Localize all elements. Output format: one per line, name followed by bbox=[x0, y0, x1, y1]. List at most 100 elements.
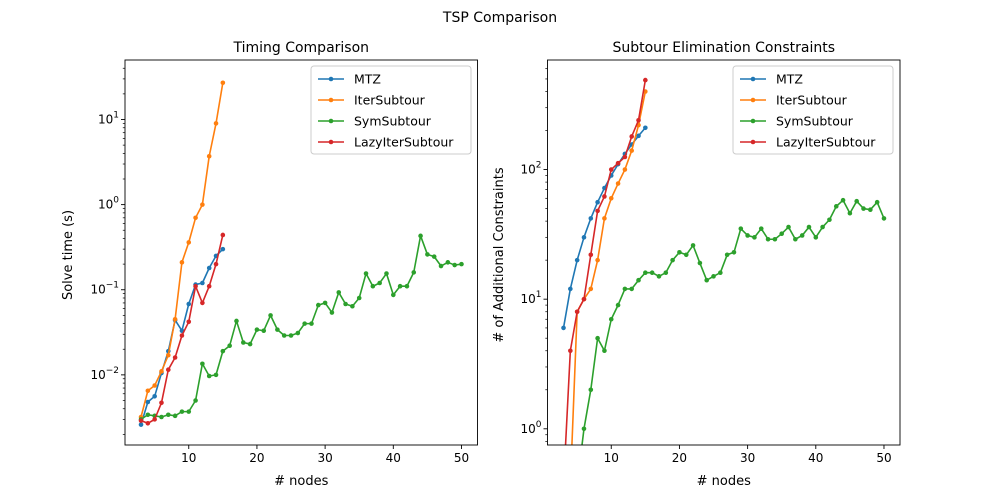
constraints-chart-title: Subtour Elimination Constraints bbox=[612, 40, 835, 56]
constraints-x-tick-label: 30 bbox=[740, 451, 755, 465]
timing-legend-label-symsubtour: SymSubtour bbox=[354, 114, 432, 129]
timing-point-itersubtour bbox=[206, 153, 212, 159]
timing-point-symsubtour bbox=[363, 271, 369, 276]
timing-y-tick-label: 100 bbox=[98, 196, 119, 212]
constraints-point-mtz bbox=[561, 325, 566, 331]
constraints-point-symsubtour bbox=[581, 426, 587, 432]
timing-point-symsubtour bbox=[397, 283, 403, 289]
timing-point-mtz bbox=[186, 301, 192, 307]
timing-point-symsubtour bbox=[452, 262, 457, 268]
timing-legend-label-itersubtour: IterSubtour bbox=[354, 93, 426, 108]
constraints-legend-label-itersubtour: IterSubtour bbox=[776, 93, 848, 108]
timing-series-symsubtour bbox=[138, 233, 464, 422]
constraints-point-mtz bbox=[574, 257, 580, 263]
timing-point-lazyitersubtour bbox=[206, 283, 212, 289]
constraints-point-symsubtour bbox=[636, 277, 641, 283]
timing-point-itersubtour bbox=[172, 316, 178, 322]
constraints-point-symsubtour bbox=[868, 207, 873, 213]
timing-x-axis-label: # nodes bbox=[274, 474, 328, 489]
constraints-point-symsubtour bbox=[745, 233, 750, 238]
constraints-point-lazyitersubtour bbox=[615, 160, 621, 166]
timing-point-itersubtour bbox=[152, 383, 157, 388]
timing-point-symsubtour bbox=[322, 300, 328, 306]
constraints-legend-marker-lazyitersubtour bbox=[750, 139, 756, 145]
timing-point-lazyitersubtour bbox=[145, 420, 151, 426]
constraints-line-mtz bbox=[562, 127, 646, 329]
constraints-point-itersubtour bbox=[629, 148, 634, 153]
timing-legend: MTZ IterSubtour SymSubtour LazyIterSubtour bbox=[310, 65, 472, 155]
constraints-point-symsubtour bbox=[718, 270, 723, 276]
constraints-point-symsubtour bbox=[690, 243, 696, 248]
constraints-point-lazyitersubtour bbox=[581, 296, 587, 302]
constraints-point-itersubtour bbox=[622, 167, 628, 172]
constraints-point-itersubtour bbox=[602, 216, 607, 221]
constraints-point-lazyitersubtour bbox=[636, 117, 641, 123]
timing-point-symsubtour bbox=[200, 361, 205, 367]
timing-point-symsubtour bbox=[356, 295, 362, 301]
constraints-point-symsubtour bbox=[799, 233, 805, 238]
constraints-legend-marker-symsubtour bbox=[750, 118, 756, 124]
constraints-x-axis-label: # nodes bbox=[697, 474, 751, 489]
constraints-point-symsubtour bbox=[629, 286, 634, 292]
timing-point-symsubtour bbox=[336, 290, 342, 295]
constraints-point-symsubtour bbox=[711, 274, 716, 279]
constraints-point-symsubtour bbox=[806, 224, 812, 230]
constraints-point-lazyitersubtour bbox=[608, 167, 614, 172]
constraints-point-lazyitersubtour bbox=[574, 309, 580, 315]
timing-point-lazyitersubtour bbox=[213, 261, 219, 267]
timing-x-tick-label: 10 bbox=[181, 451, 196, 465]
timing-point-mtz bbox=[220, 246, 226, 252]
timing-point-lazyitersubtour bbox=[186, 319, 192, 325]
constraints-point-symsubtour bbox=[588, 387, 594, 393]
constraints-point-symsubtour bbox=[752, 235, 757, 240]
timing-point-mtz bbox=[138, 422, 144, 427]
constraints-point-mtz bbox=[581, 235, 587, 240]
timing-point-symsubtour bbox=[241, 340, 246, 345]
constraints-point-lazyitersubtour bbox=[588, 252, 594, 258]
constraints-point-symsubtour bbox=[697, 260, 703, 266]
constraints-point-lazyitersubtour bbox=[622, 154, 628, 160]
timing-point-itersubtour bbox=[186, 240, 192, 245]
timing-x-tick-label: 40 bbox=[386, 451, 401, 465]
timing-point-symsubtour bbox=[172, 413, 178, 419]
timing-point-lazyitersubtour bbox=[200, 300, 205, 306]
constraints-point-mtz bbox=[595, 199, 600, 205]
timing-point-symsubtour bbox=[350, 303, 355, 309]
timing-point-itersubtour bbox=[159, 369, 164, 374]
timing-point-symsubtour bbox=[425, 252, 430, 257]
constraints-point-symsubtour bbox=[827, 217, 832, 223]
timing-point-symsubtour bbox=[179, 409, 185, 414]
constraints-point-symsubtour bbox=[847, 210, 853, 216]
constraints-point-symsubtour bbox=[731, 249, 737, 255]
constraints-point-symsubtour bbox=[840, 197, 846, 203]
constraints-point-symsubtour bbox=[765, 236, 771, 242]
constraints-point-symsubtour bbox=[683, 252, 689, 258]
timing-legend-label-lazyitersubtour: LazyIterSubtour bbox=[354, 135, 454, 150]
constraints-line-symsubtour bbox=[581, 199, 885, 445]
timing-point-lazyitersubtour bbox=[220, 232, 226, 238]
timing-x-tick-label: 30 bbox=[317, 451, 332, 465]
constraints-point-symsubtour bbox=[793, 236, 798, 242]
constraints-point-symsubtour bbox=[615, 302, 621, 308]
timing-chart-title: Timing Comparison bbox=[232, 40, 369, 56]
timing-legend-label-mtz: MTZ bbox=[354, 72, 381, 87]
timing-point-symsubtour bbox=[329, 310, 335, 315]
constraints-point-symsubtour bbox=[602, 348, 607, 354]
constraints-point-symsubtour bbox=[874, 199, 880, 205]
constraints-point-symsubtour bbox=[595, 335, 600, 341]
constraints-series-lazyitersubtour bbox=[564, 77, 648, 445]
timing-point-lazyitersubtour bbox=[172, 355, 178, 360]
timing-line-itersubtour bbox=[140, 82, 224, 418]
constraints-point-lazyitersubtour bbox=[629, 134, 634, 139]
constraints-point-mtz bbox=[636, 133, 641, 139]
constraints-y-tick-label: 100 bbox=[520, 420, 541, 436]
timing-point-symsubtour bbox=[316, 302, 321, 308]
timing-point-symsubtour bbox=[302, 321, 307, 326]
timing-legend-marker-lazyitersubtour bbox=[328, 139, 334, 145]
timing-point-itersubtour bbox=[193, 215, 198, 221]
timing-point-symsubtour bbox=[431, 254, 437, 259]
timing-point-itersubtour bbox=[220, 80, 226, 86]
constraints-point-lazyitersubtour bbox=[643, 77, 648, 83]
timing-point-symsubtour bbox=[166, 412, 171, 418]
timing-point-symsubtour bbox=[309, 321, 314, 326]
